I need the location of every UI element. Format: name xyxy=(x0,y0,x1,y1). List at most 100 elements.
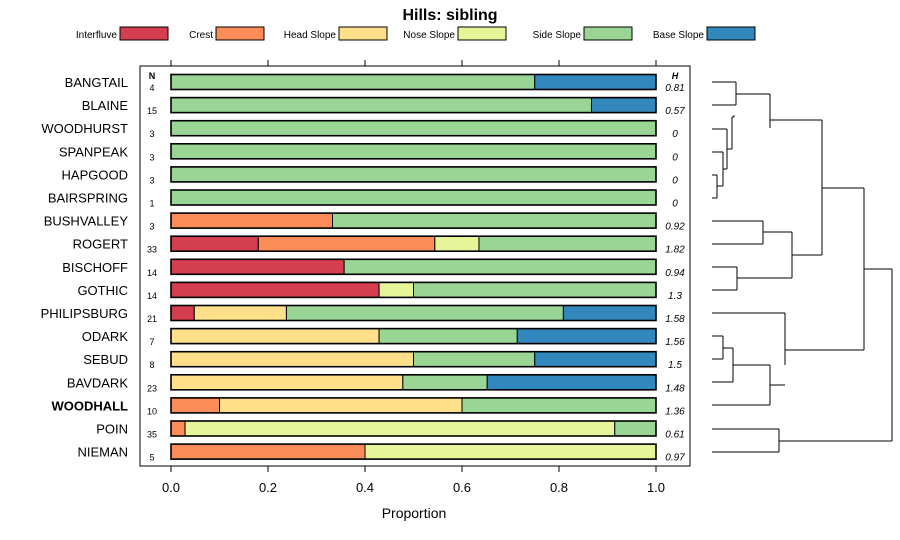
legend-label: Head Slope xyxy=(284,30,337,41)
plot-frame xyxy=(139,65,691,467)
row-label: HAPGOOD xyxy=(62,167,128,182)
bar-segment xyxy=(170,351,414,368)
n-value: 14 xyxy=(147,268,157,278)
n-value: 8 xyxy=(149,360,154,370)
bar-segment xyxy=(170,235,259,252)
bar-segment xyxy=(534,74,657,90)
x-tick-label: 0.6 xyxy=(453,480,471,495)
h-value: 0.81 xyxy=(665,83,684,94)
dendrogram-branch xyxy=(712,81,770,106)
h-value: 1.58 xyxy=(665,314,685,325)
legend-label: Interfluve xyxy=(76,30,118,41)
bar-segment xyxy=(516,328,657,345)
x-tick-label: 0.2 xyxy=(259,480,277,495)
row-label: BUSHVALLEY xyxy=(44,214,129,229)
row-label: GOTHIC xyxy=(77,283,128,298)
row-label: ROGERT xyxy=(73,237,128,252)
legend: Interfluve Crest Head Slope Nose Slope Side … xyxy=(76,26,756,41)
bar-outline xyxy=(170,420,657,437)
bar-segment xyxy=(193,305,287,321)
bar-segment xyxy=(534,351,657,368)
bar-outline xyxy=(170,304,657,322)
legend-swatch xyxy=(215,26,265,41)
h-value: 1.36 xyxy=(665,406,685,417)
bar-segment xyxy=(170,212,334,229)
bar-segment xyxy=(170,74,536,90)
bar-outline xyxy=(170,258,657,276)
bar-outline xyxy=(170,166,657,183)
row-label: BAIRSPRING xyxy=(48,191,128,206)
dendrogram-branch xyxy=(712,151,727,199)
legend-swatch xyxy=(119,26,169,41)
bar-segment xyxy=(170,189,657,206)
legend-label: Side Slope xyxy=(533,30,582,41)
bar-segment xyxy=(170,374,404,391)
h-value: 0.57 xyxy=(665,106,685,117)
bar-segment xyxy=(170,258,345,275)
row-label: ODARK xyxy=(82,329,129,344)
row-label: BISCHOFF xyxy=(62,260,128,275)
legend-label: Nose Slope xyxy=(403,30,455,41)
bar-segment xyxy=(170,397,220,414)
row-label: SPANPEAK xyxy=(59,144,128,159)
bar-outline xyxy=(170,143,657,160)
bar-segment xyxy=(478,235,657,252)
h-value: 0.97 xyxy=(665,453,685,464)
h-column-header: H xyxy=(672,71,679,81)
bar-outline xyxy=(170,73,657,91)
row-label: WOODHURST xyxy=(41,121,128,136)
bar-outline xyxy=(170,96,657,114)
dendrogram-branch xyxy=(712,220,792,245)
bar-segment xyxy=(364,443,657,460)
bar-segment xyxy=(378,281,415,298)
legend-swatch xyxy=(457,26,507,41)
h-value: 1.5 xyxy=(668,360,682,371)
n-value: 4 xyxy=(149,83,154,93)
dendrogram-branch xyxy=(863,188,892,350)
row-label: BANGTAIL xyxy=(65,75,128,90)
h-value: 1.56 xyxy=(665,337,685,348)
h-value: 0.61 xyxy=(665,430,684,441)
x-axis: 0.0 0.2 0.4 0.6 0.8 1.0 xyxy=(162,60,665,495)
bar-segment xyxy=(562,305,657,321)
n-value: 7 xyxy=(149,337,154,347)
n-value: 21 xyxy=(147,314,157,324)
n-value: 14 xyxy=(147,291,157,301)
legend-label: Crest xyxy=(189,30,213,41)
bar-segment xyxy=(170,120,657,137)
bar-outline xyxy=(170,212,657,229)
bar-outline xyxy=(170,281,657,299)
n-value: 3 xyxy=(149,222,154,232)
bar-segment xyxy=(170,166,657,183)
bar-segment xyxy=(461,397,657,414)
n-value: 3 xyxy=(149,129,154,139)
bar-segment xyxy=(219,397,463,414)
bar-segment xyxy=(257,235,436,252)
bar-outline xyxy=(170,119,657,137)
h-value: 0 xyxy=(672,175,678,186)
h-value: 1.3 xyxy=(668,291,682,302)
row-label: BLAINE xyxy=(82,98,129,113)
h-value: 0 xyxy=(672,129,678,140)
h-value: 1.48 xyxy=(665,383,685,394)
x-tick-label: 1.0 xyxy=(647,480,665,495)
bar-outline xyxy=(170,397,657,414)
bar-segment xyxy=(184,420,616,437)
bar-outline xyxy=(170,373,657,391)
bar-segment xyxy=(486,374,657,391)
bar-segment xyxy=(590,97,657,114)
dendrogram-branch xyxy=(712,312,864,406)
bar-segment xyxy=(343,258,657,275)
dendrogram-branch xyxy=(712,335,770,383)
bar-segment xyxy=(170,143,657,160)
bar-segment xyxy=(170,328,380,345)
dendrogram xyxy=(712,81,893,453)
bar-outline xyxy=(170,443,657,460)
h-value: 0.94 xyxy=(665,268,685,279)
bar-segment xyxy=(170,281,380,298)
x-tick-label: 0.0 xyxy=(162,480,180,495)
n-value: 1 xyxy=(149,199,154,209)
bar-segment xyxy=(332,212,657,229)
